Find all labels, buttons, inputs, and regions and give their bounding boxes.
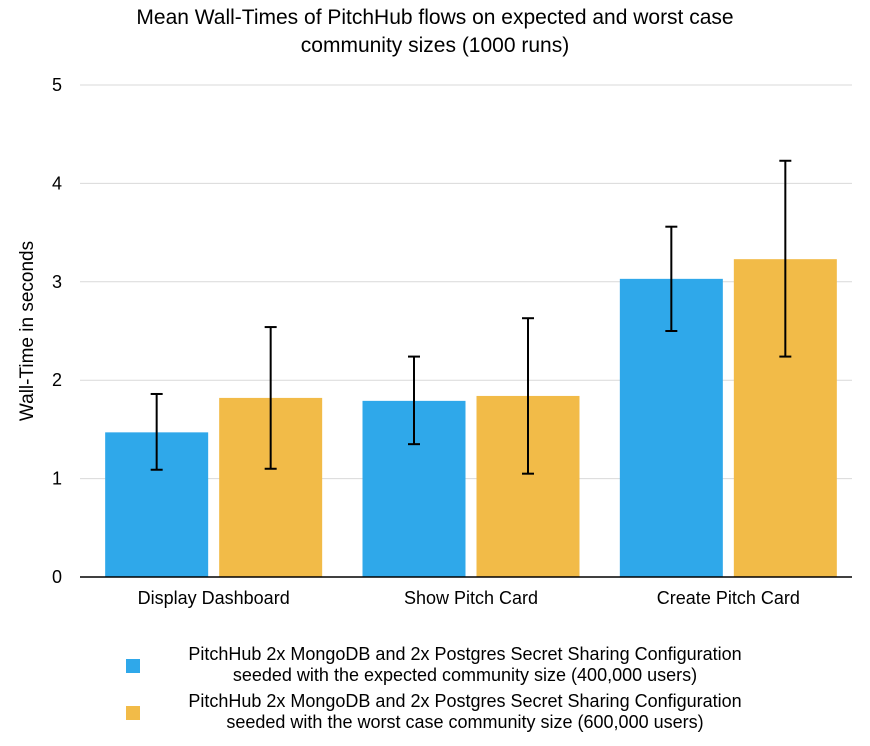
legend-swatch-expected	[126, 659, 140, 673]
y-axis-label: Wall-Time in seconds	[17, 241, 38, 421]
x-tick-label: Create Pitch Card	[657, 588, 800, 608]
x-tick-label: Display Dashboard	[138, 588, 290, 608]
y-tick-label: 3	[52, 272, 62, 292]
bar-chart: 0 1 2 3 4 5 Wall-Time in seconds Display Dashbo…	[17, 75, 852, 608]
y-tick-label: 4	[52, 173, 62, 193]
y-tick-label: 2	[52, 370, 62, 390]
y-tick-label: 1	[52, 469, 62, 489]
y-tick-label: 0	[52, 567, 62, 587]
chart-title-line-2: community sizes (1000 runs)	[300, 34, 570, 57]
legend-swatch-worst-case	[126, 706, 140, 720]
x-tick-label: Show Pitch Card	[404, 588, 538, 608]
legend-label-expected: PitchHub 2x MongoDB and 2x Postgres Secr…	[188, 644, 742, 685]
legend-label-worst-case: PitchHub 2x MongoDB and 2x Postgres Secr…	[188, 691, 742, 732]
chart-title-line-1: Mean Wall-Times of PitchHub flows on exp…	[136, 6, 734, 29]
y-tick-label: 5	[52, 75, 62, 95]
